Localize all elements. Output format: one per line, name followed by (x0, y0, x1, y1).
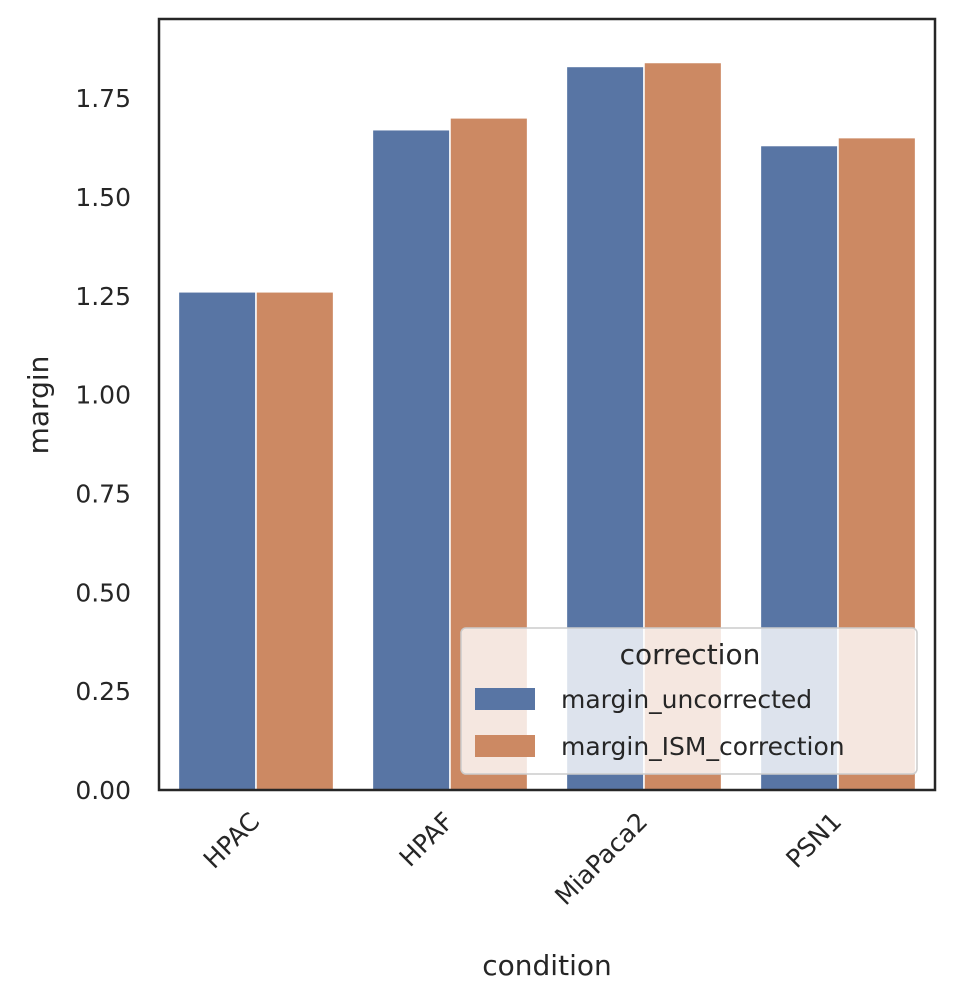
y-tick-label: 0.50 (75, 578, 131, 607)
legend-label-margin-uncorrected: margin_uncorrected (561, 685, 812, 714)
x-tick-label-hpaf: HPAF (394, 807, 460, 873)
legend: correction margin_uncorrected margin_ISM… (460, 627, 918, 775)
bar-hpac-margin-ism-correction (255, 291, 335, 791)
y-tick-label: 1.25 (75, 282, 131, 311)
plot-frame (157, 17, 937, 792)
legend-swatch-margin-ism-correction (475, 735, 535, 757)
legend-label-margin-ism-correction: margin_ISM_correction (561, 732, 845, 761)
x-axis: HPAC HPAF MiaPaca2 PSN1 (198, 807, 847, 911)
bar-hpac-margin-uncorrected (177, 291, 257, 791)
y-tick-label: 0.25 (75, 677, 131, 706)
y-tick-label: 1.00 (75, 381, 131, 410)
legend-box (460, 627, 918, 775)
legend-swatch-margin-uncorrected (475, 688, 535, 710)
x-tick-label-psn1: PSN1 (780, 807, 847, 874)
x-axis-label: condition (482, 949, 611, 982)
y-tick-label: 1.50 (75, 183, 131, 212)
legend-title: correction (620, 638, 761, 671)
x-tick-label-hpac: HPAC (198, 807, 265, 874)
x-tick-label-miapaca2: MiaPaca2 (549, 807, 653, 911)
bar-hpaf-margin-uncorrected (371, 128, 451, 791)
y-axis: 0.00 0.25 0.50 0.75 1.00 1.25 1.50 1.75 (75, 84, 131, 805)
y-tick-label: 0.00 (75, 776, 131, 805)
y-tick-label: 1.75 (75, 84, 131, 113)
y-axis-label: margin (22, 356, 55, 455)
y-tick-label: 0.75 (75, 479, 131, 508)
